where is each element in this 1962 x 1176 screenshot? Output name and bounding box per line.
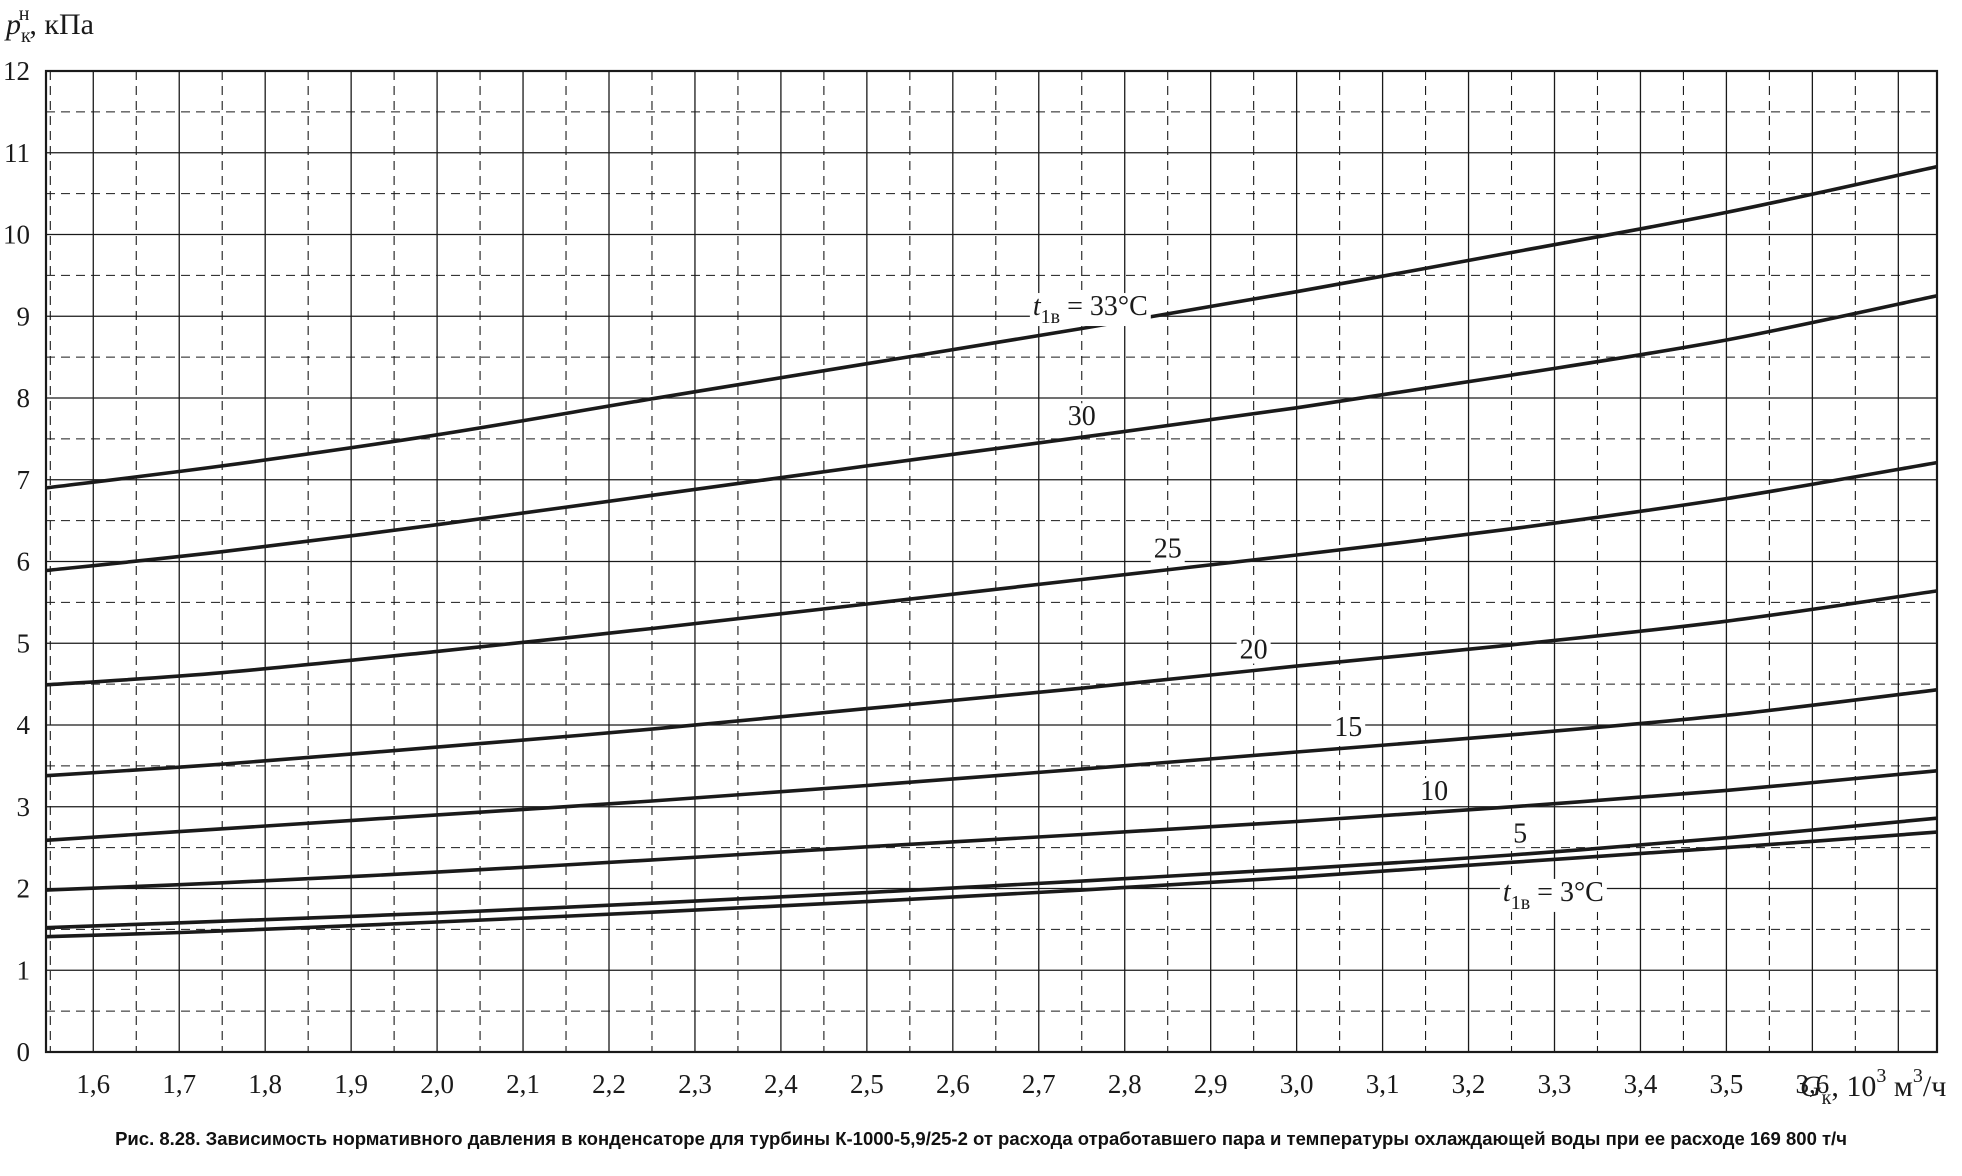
series-label-15: 15 [1334,712,1362,743]
x-tick-label: 2,0 [420,1069,454,1099]
x-tick-label: 2,9 [1194,1069,1228,1099]
series-line-20 [45,589,1938,778]
x-axis: 1,6 1,7 1,8 1,9 2,0 2,1 2,2 2,3 2,4 2,5 2,6 2,7 2,8 2… [76,1069,1829,1099]
series-line-30 [45,294,1938,573]
y-tick-label: 9 [17,301,31,331]
x-tick-label: 1,6 [76,1069,110,1099]
x-tick-label: 3,2 [1452,1069,1486,1099]
y-tick-label: 3 [17,792,31,822]
y-tick-label: 4 [17,710,31,740]
x-tick-label: 3,4 [1624,1069,1658,1099]
series-label-bg [1064,403,1099,431]
series-label-30: 30 [1068,401,1096,432]
x-tick-label: 3,3 [1538,1069,1572,1099]
series-line-15 [45,688,1938,843]
x-tick-label: 2,4 [764,1069,798,1099]
series-label-3: t1в = 3°C [1503,877,1604,914]
x-tick-label: 2,3 [678,1069,712,1099]
series-line-10 [45,769,1938,892]
y-tick-label: 2 [17,874,31,904]
x-tick-label: 1,8 [248,1069,282,1099]
y-tick-label: 7 [17,465,31,495]
series-labels: t1в = 33°C 30 25 20 15 10 5 t1в = 3°C [1029,291,1607,914]
x-axis-label: Gк, 103 м3/ч [1800,1065,1946,1109]
series-line-25 [45,460,1938,687]
series-label-bg [1331,713,1366,741]
y-tick-label: 0 [17,1037,31,1067]
x-tick-label: 3,5 [1710,1069,1744,1099]
y-axis-label: pкн, кПа [4,3,94,47]
x-tick-label: 2,2 [592,1069,626,1099]
series-lines [45,164,1938,939]
series-label-5: 5 [1513,818,1527,849]
series-label-bg [1510,820,1531,848]
series-label-bg [1150,535,1185,563]
series-line-5 [45,816,1938,930]
y-tick-label: 12 [3,56,30,86]
series-label-33: t1в = 33°C [1033,291,1148,328]
series-label-20: 20 [1240,635,1268,666]
x-tick-label: 2,7 [1022,1069,1056,1099]
x-tick-label: 2,8 [1108,1069,1142,1099]
y-tick-label: 6 [17,547,31,577]
series-label-bg [1236,636,1271,664]
y-tick-label: 1 [17,955,31,985]
series-label-25: 25 [1154,534,1182,565]
x-tick-label: 3,0 [1280,1069,1314,1099]
series-label-bg [1417,778,1452,806]
y-tick-label: 11 [4,138,30,168]
series-line-3 [45,830,1938,939]
y-tick-label: 5 [17,628,31,658]
y-tick-label: 8 [17,383,31,413]
x-tick-label: 2,5 [850,1069,884,1099]
x-tick-label: 1,7 [162,1069,196,1099]
series-label-10: 10 [1420,776,1448,807]
x-tick-label: 3,6 [1795,1069,1829,1099]
x-tick-label: 2,1 [506,1069,540,1099]
series-label-bg [1499,878,1607,912]
series-line-33 [45,164,1938,490]
x-tick-label: 3,1 [1366,1069,1400,1099]
figure-caption: Рис. 8.28. Зависимость нормативного давл… [115,1128,1847,1149]
x-tick-label: 2,6 [936,1069,970,1099]
grid [46,71,1937,1052]
y-tick-label: 10 [3,220,30,250]
plot-frame [44,69,1939,1054]
x-tick-label: 1,9 [334,1069,368,1099]
series-label-bg [1029,293,1151,327]
